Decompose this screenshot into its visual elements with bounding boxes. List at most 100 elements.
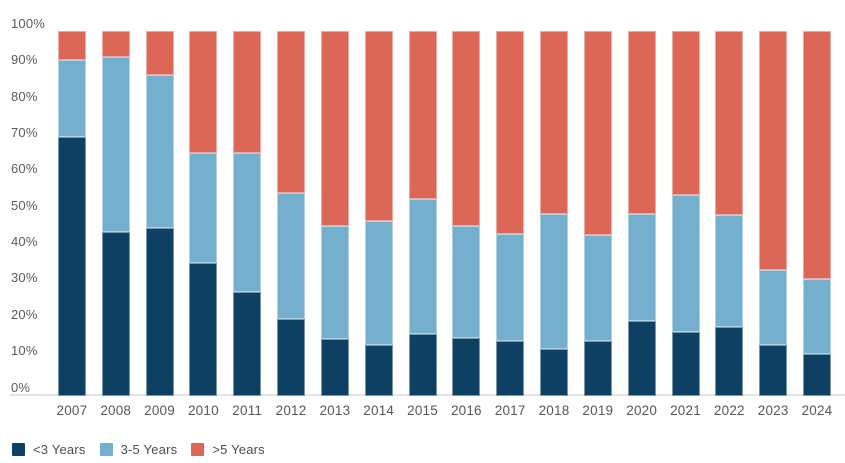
bar-2014 xyxy=(364,31,393,396)
x-tick-label-2017: 2017 xyxy=(494,403,526,418)
bar-column-2015 xyxy=(401,31,445,396)
bar-2013 xyxy=(320,31,349,396)
bar-2024 xyxy=(802,31,831,396)
segment-over-5-years xyxy=(802,31,831,280)
x-axis: 2007 2008 2009 2010 2011 2012 2013 2014 2015 2016… xyxy=(50,402,839,419)
bar-2021 xyxy=(671,31,700,396)
bar-2008 xyxy=(101,31,130,396)
bar-2019 xyxy=(583,31,612,396)
segment-over-5-years xyxy=(277,31,306,194)
bar-column-2018 xyxy=(532,31,576,396)
bar-column-2021 xyxy=(664,31,708,396)
segment-3-5-years xyxy=(277,193,306,320)
bar-2018 xyxy=(540,31,569,396)
segment-under-3-years xyxy=(364,344,393,396)
x-tick-label-2008: 2008 xyxy=(100,403,132,418)
bar-2020 xyxy=(627,31,656,396)
x-tick-label-2016: 2016 xyxy=(450,403,482,418)
plot-area xyxy=(50,31,839,396)
bar-2012 xyxy=(277,31,306,396)
bar-column-2012 xyxy=(269,31,313,396)
bar-column-2008 xyxy=(94,31,138,396)
segment-under-3-years xyxy=(627,321,656,396)
segment-over-5-years xyxy=(101,31,130,57)
segment-3-5-years xyxy=(802,279,831,355)
segment-under-3-years xyxy=(496,341,525,396)
segment-over-5-years xyxy=(233,31,262,154)
y-tick-label: 90% xyxy=(11,52,38,68)
bar-2010 xyxy=(189,31,218,396)
bar-column-2016 xyxy=(444,31,488,396)
y-tick-label: 30% xyxy=(11,270,38,286)
x-tick-label-2009: 2009 xyxy=(144,403,175,418)
y-tick-label: 80% xyxy=(11,88,38,104)
segment-over-5-years xyxy=(408,31,437,199)
bar-column-2007 xyxy=(50,31,94,396)
segment-3-5-years xyxy=(540,213,569,349)
legend-item-under-3-years: <3 Years xyxy=(12,442,86,457)
segment-under-3-years xyxy=(277,319,306,396)
legend-item-3-5-years: 3-5 Years xyxy=(99,442,178,457)
bar-column-2023 xyxy=(751,31,795,396)
bar-column-2017 xyxy=(488,31,532,396)
bar-2022 xyxy=(715,31,744,396)
legend-swatch xyxy=(99,442,113,456)
bar-column-2009 xyxy=(138,31,182,396)
x-tick-label-2014: 2014 xyxy=(363,403,395,418)
x-tick-label-2007: 2007 xyxy=(56,403,88,418)
segment-under-3-years xyxy=(452,337,481,396)
x-tick-label-2022: 2022 xyxy=(713,403,745,418)
bar-2016 xyxy=(452,31,481,396)
segment-over-5-years xyxy=(496,31,525,234)
x-tick-label-2012: 2012 xyxy=(275,403,307,418)
segment-under-3-years xyxy=(671,332,700,396)
segment-3-5-years xyxy=(452,226,481,338)
bar-2007 xyxy=(57,31,86,396)
segment-under-3-years xyxy=(189,262,218,396)
segment-3-5-years xyxy=(101,56,130,232)
segment-over-5-years xyxy=(145,31,174,75)
segment-over-5-years xyxy=(671,31,700,196)
x-tick-label-2019: 2019 xyxy=(582,403,614,418)
segment-3-5-years xyxy=(189,153,218,263)
segment-3-5-years xyxy=(583,235,612,342)
y-tick-label: 50% xyxy=(11,197,38,213)
y-tick-label: 10% xyxy=(11,343,38,359)
segment-under-3-years xyxy=(583,341,612,396)
segment-3-5-years xyxy=(627,213,656,322)
x-tick-label-2013: 2013 xyxy=(319,403,351,418)
segment-over-5-years xyxy=(320,31,349,227)
bar-column-2011 xyxy=(225,31,269,396)
bar-column-2024 xyxy=(795,31,839,396)
legend-item-label: <3 Years xyxy=(33,441,86,457)
segment-over-5-years xyxy=(189,31,218,154)
segment-over-5-years xyxy=(759,31,788,271)
segment-over-5-years xyxy=(540,31,569,214)
bar-2015 xyxy=(408,31,437,396)
y-tick-label: 70% xyxy=(11,125,38,141)
segment-3-5-years xyxy=(57,60,86,137)
segment-over-5-years xyxy=(364,31,393,221)
segment-under-3-years xyxy=(715,326,744,396)
segment-under-3-years xyxy=(233,291,262,396)
segment-under-3-years xyxy=(320,339,349,396)
segment-under-3-years xyxy=(408,333,437,396)
bar-column-2010 xyxy=(181,31,225,396)
bar-column-2019 xyxy=(576,31,620,396)
segment-3-5-years xyxy=(145,74,174,229)
bar-column-2014 xyxy=(357,31,401,396)
segment-under-3-years xyxy=(759,344,788,396)
segment-3-5-years xyxy=(496,233,525,342)
segment-3-5-years xyxy=(671,195,700,333)
legend-item-label: >5 Years xyxy=(212,441,265,457)
x-tick-label-2024: 2024 xyxy=(801,403,833,418)
x-tick-label-2010: 2010 xyxy=(187,403,219,418)
y-tick-label: 0% xyxy=(11,379,31,395)
x-tick-label-2020: 2020 xyxy=(626,403,658,418)
bar-2023 xyxy=(759,31,788,396)
segment-under-3-years xyxy=(57,136,86,396)
segment-3-5-years xyxy=(408,198,437,334)
segment-under-3-years xyxy=(145,228,174,396)
x-tick-label-2023: 2023 xyxy=(757,403,789,418)
